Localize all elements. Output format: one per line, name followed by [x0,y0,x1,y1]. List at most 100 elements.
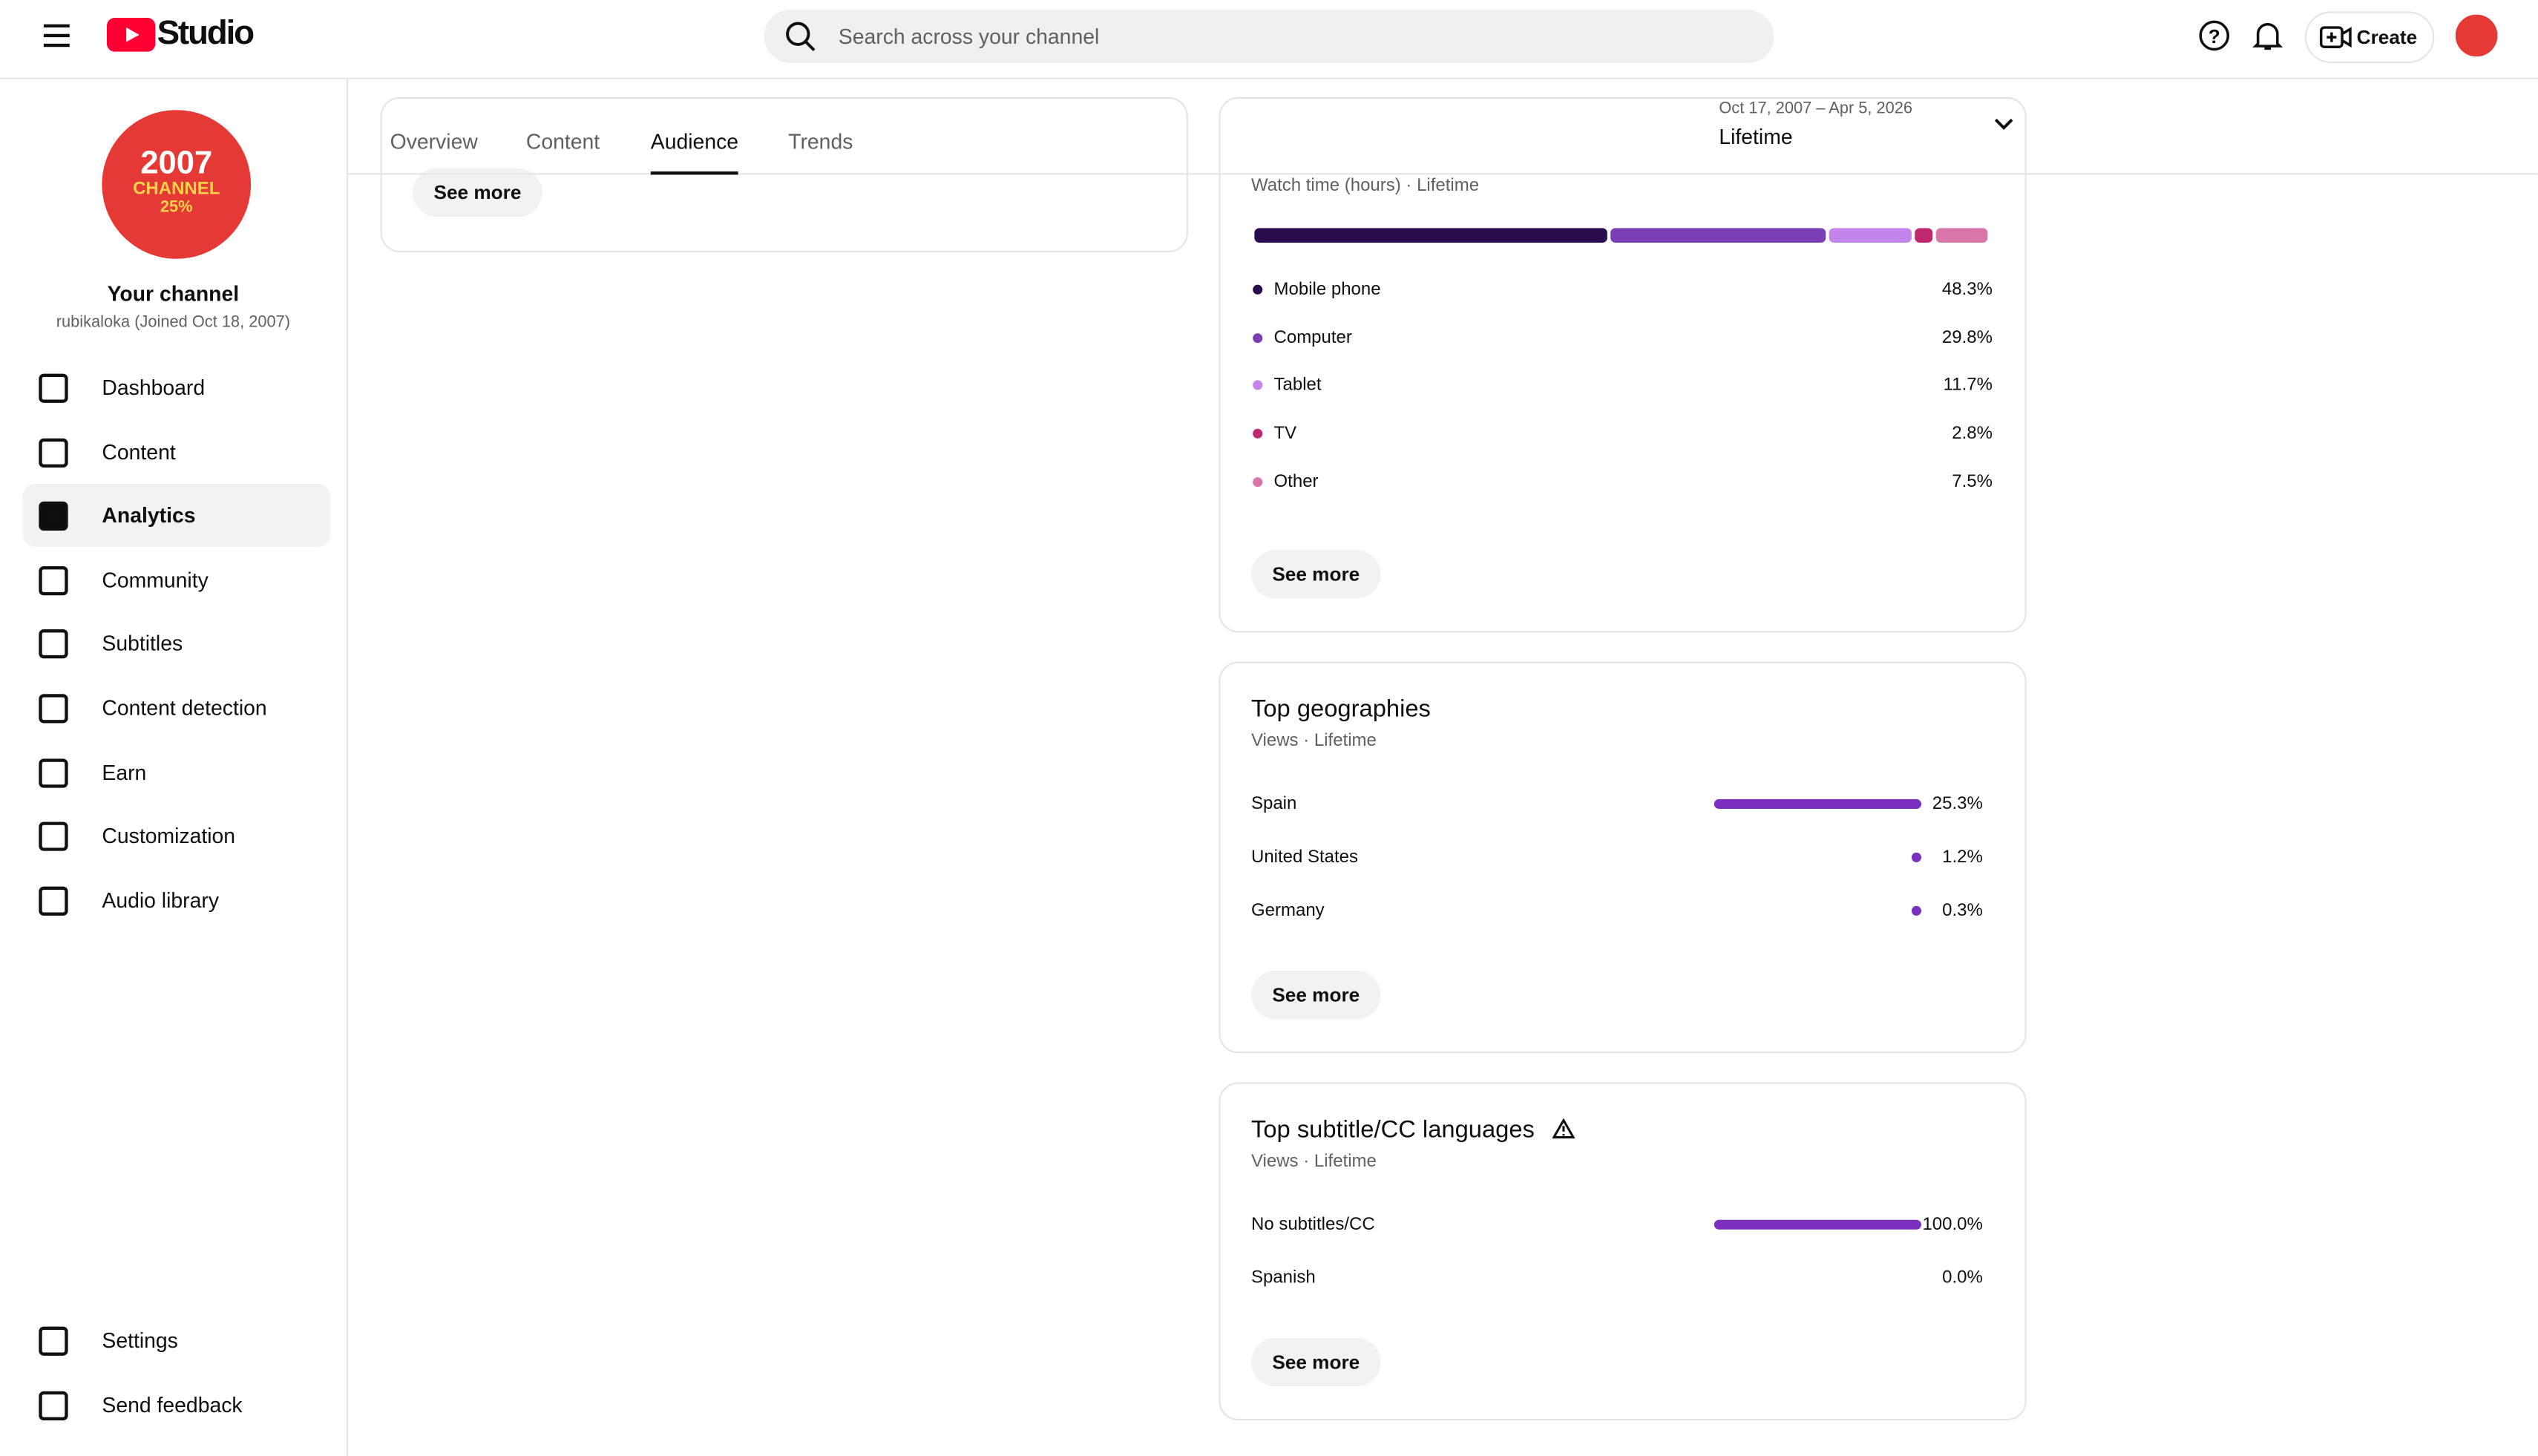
tab[interactable]: Audience [650,129,739,175]
devices-card: Watch time (hours) · Lifetime See more M… [1219,96,2027,633]
notifications-icon[interactable] [2252,19,2284,52]
nav-icon [39,437,68,468]
row-value: 1.2% [1942,847,1983,868]
tab[interactable]: Trends [788,129,853,154]
row-name: Germany [1250,901,1325,921]
nav-icon [39,694,68,724]
row-name: Spain [1250,794,1297,814]
tab-bar: Overview Content Audience Trends Oct 17, 20… [347,79,2538,175]
card: See more [380,96,1188,253]
logo-text[interactable]: Studio [157,14,255,52]
stacked-segment [1610,228,1826,243]
see-more-button[interactable]: See more [1250,1337,1381,1387]
nav-item[interactable]: Dashboard [23,356,330,419]
nav-label: Subtitles [102,632,183,656]
nav-icon [39,1391,68,1421]
nav-icon [39,629,68,660]
nav-item[interactable]: Send feedback [23,1374,330,1437]
nav-label: Content [102,439,176,464]
legend-dot [1253,332,1263,343]
legend-dot [1253,284,1263,295]
row-name: United States [1250,847,1359,868]
nav-label: Content detection [102,695,267,721]
see-more-button[interactable]: See more [1250,971,1381,1020]
nav-label: Analytics [102,503,196,528]
card-subtitle: Views · Lifetime [1250,1152,1377,1172]
svg-text:?: ? [2209,25,2220,47]
channel-title: Your channel [107,281,240,306]
nav-item[interactable]: Analytics [22,484,330,548]
channel-avatar[interactable]: 2007 CHANNEL 25% [102,110,252,259]
date-label[interactable]: Lifetime [1719,124,1793,149]
stacked-segment [1254,228,1607,243]
nav-label: Dashboard [102,375,206,400]
search-box[interactable]: Search across your channel [764,10,1774,64]
card-subtitle: Watch time (hours) · Lifetime [1250,176,1480,196]
legend-dot [1253,428,1263,439]
device-name: Computer [1273,327,1352,348]
avatar-text: 2007 [140,145,213,182]
sidebar: 2007 CHANNEL 25% Your channel rubikaloka… [0,79,348,1456]
device-name: Mobile phone [1273,280,1381,300]
device-value: 7.5% [1952,472,1993,492]
nav-label: Settings [102,1328,178,1353]
nav-item[interactable]: Settings [23,1309,330,1372]
nav-item[interactable]: Community [23,548,330,611]
top-bar: Studio Search across your channel ? Crea… [0,0,2538,79]
date-chevron[interactable] [1993,117,2016,133]
warning-icon[interactable] [1552,1118,1575,1139]
stacked-segment [1935,228,1988,243]
share-bar [1911,905,1921,916]
row-name: Spanish [1250,1268,1316,1288]
nav-label: Community [102,567,209,592]
menu-icon[interactable] [42,23,71,49]
nav-icon [39,822,68,852]
share-bar [1714,1219,1921,1230]
device-value: 2.8% [1952,424,1993,444]
tab[interactable]: Overview [390,129,478,154]
nav-label: Customization [102,824,236,848]
account-avatar[interactable] [2455,14,2498,57]
row-value: 100.0% [1922,1215,1983,1235]
share-bar [1911,852,1921,862]
create-label: Create [2356,25,2418,49]
nav-item[interactable]: Subtitles [23,612,330,675]
device-value: 11.7% [1943,376,1993,396]
device-name: TV [1273,424,1297,444]
device-value: 29.8% [1941,327,1993,348]
see-more-button[interactable]: See more [1250,550,1381,599]
see-more-button[interactable]: See more [413,168,542,217]
nav-label: Earn [102,759,147,784]
nav-icon [39,758,68,787]
avatar-text: CHANNEL [133,179,220,200]
tab[interactable]: Content [525,129,600,154]
logo-icon[interactable] [106,17,156,52]
stacked-segment [1915,228,1932,243]
help-icon[interactable]: ? [2198,19,2231,52]
search-placeholder: Search across your channel [838,24,1100,49]
search-icon [786,22,816,51]
date-range[interactable]: Oct 17, 2007 – Apr 5, 2026 [1719,100,1913,119]
nav-item[interactable]: Customization [23,804,330,868]
card-subtitle: Views · Lifetime [1250,731,1377,751]
legend-dot [1253,381,1263,391]
geographies-card: Top geographies Views · Lifetime See mor… [1219,661,2027,1054]
row-value: 25.3% [1932,794,1983,814]
row-value: 0.0% [1942,1268,1983,1288]
nav-icon [39,565,68,595]
channel-subtitle: rubikaloka (Joined Oct 18, 2007) [56,313,290,332]
stacked-segment [1829,228,1912,243]
device-value: 48.3% [1941,280,1993,300]
nav-item[interactable]: Earn [23,741,330,804]
create-icon [2319,26,2352,48]
card-title: Top geographies [1250,695,1431,724]
nav-item[interactable]: Audio library [23,868,330,931]
nav-icon [39,373,68,403]
nav-item[interactable]: Content detection [23,676,330,739]
nav-item[interactable]: Content [23,420,330,483]
nav-icon [39,1326,68,1356]
create-button[interactable]: Create [2304,11,2435,64]
nav-label: Audio library [102,888,220,913]
